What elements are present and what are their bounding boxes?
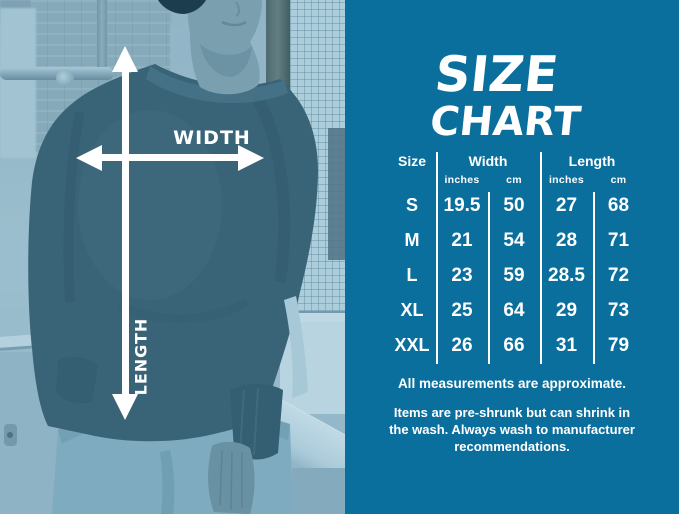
- collar: [146, 66, 288, 104]
- table-cell: 72: [607, 264, 630, 286]
- info-panel: SIZE CHART Size Width Length inches cm i…: [345, 0, 679, 514]
- finger-line: [219, 449, 223, 506]
- table-cell: 28: [555, 229, 578, 251]
- table-cell-size: XXL: [394, 335, 430, 355]
- table-cell: 50: [503, 194, 525, 216]
- left-cuff: [56, 356, 98, 404]
- table-cell: 31: [555, 334, 578, 356]
- duotone-tint-overlay: [0, 0, 345, 514]
- title-line-2: CHART: [427, 99, 583, 145]
- wall-fitting: [4, 424, 17, 446]
- size-table: Size Width Length inches cm inches cm S …: [388, 150, 644, 366]
- window-frame-bar: [328, 128, 345, 260]
- table-cell: 29: [555, 299, 578, 321]
- col-header-size: Size: [397, 153, 426, 169]
- width-label: WIDTH: [173, 127, 251, 149]
- col-header-width: Width: [468, 153, 508, 169]
- note-care-line: recommendations.: [454, 439, 570, 454]
- jeans-seam: [160, 450, 175, 514]
- vertical-conduit: [97, 0, 107, 76]
- table-cell: 79: [607, 334, 630, 356]
- length-arrow: [122, 70, 129, 396]
- table-cell-size: M: [404, 230, 420, 250]
- page-title: SIZE CHART: [427, 46, 588, 145]
- width-arrowhead-right-icon: [238, 145, 264, 171]
- note-care-line: the wash. Always wash to manufacturer: [389, 422, 635, 437]
- sweatshirt-fold: [116, 298, 249, 323]
- width-arrowhead-left-icon: [76, 145, 102, 171]
- length-label: LENGTH: [131, 317, 151, 396]
- window-sill: [282, 311, 345, 322]
- col-header-length: Length: [568, 153, 616, 169]
- nose-shadow: [235, 1, 240, 17]
- table-cell: 68: [607, 194, 630, 216]
- table-cell: 73: [607, 299, 630, 321]
- length-arrowhead-up-icon: [112, 46, 138, 72]
- bottom-right-wall: [292, 468, 345, 514]
- width-arrow: [100, 154, 240, 161]
- note-approximate: All measurements are approximate.: [397, 376, 627, 391]
- cuff-rib: [239, 389, 245, 453]
- table-cell: 66: [503, 334, 525, 356]
- wall-highlight: [0, 8, 36, 158]
- subheader-length-inches: inches: [548, 174, 585, 186]
- subheader-length-cm: cm: [610, 174, 627, 186]
- title-line-1: SIZE: [432, 46, 561, 103]
- chin-shadow: [200, 44, 252, 77]
- table-cell: 64: [503, 299, 525, 321]
- table-cell: 21: [451, 229, 473, 251]
- finger-line: [230, 451, 233, 511]
- table-cell: 28.5: [548, 264, 585, 286]
- sweatshirt-fold: [63, 111, 85, 303]
- table-divider: [593, 192, 595, 364]
- sweatshirt-fold: [251, 94, 291, 283]
- table-cell: 54: [503, 229, 525, 251]
- length-arrowhead-down-icon: [112, 394, 138, 420]
- table-cell: 25: [451, 299, 473, 321]
- table-cell: 19.5: [443, 194, 481, 216]
- background-gap: [284, 296, 308, 398]
- table-cell: 71: [607, 229, 630, 251]
- cuff-rib: [253, 387, 259, 456]
- table-divider: [540, 152, 542, 364]
- product-photo: WIDTH LENGTH: [0, 0, 345, 514]
- table-cell: 59: [503, 264, 525, 286]
- table-cell: 27: [555, 194, 578, 216]
- table-divider: [436, 152, 438, 364]
- table-cell: 23: [451, 264, 473, 286]
- subheader-width-inches: inches: [444, 174, 480, 186]
- note-care: Items are pre-shrunk but can shrink in t…: [367, 404, 657, 455]
- subheader-width-cm: cm: [506, 174, 522, 186]
- table-cell-size: S: [405, 195, 418, 215]
- table-cell-size: XL: [400, 300, 424, 320]
- hair: [158, 0, 206, 14]
- note-care-line: Items are pre-shrunk but can shrink in: [393, 405, 631, 420]
- table-cell: 26: [451, 334, 473, 356]
- table-divider: [488, 192, 490, 364]
- pipe-joint: [56, 70, 74, 86]
- table-cell-size: L: [406, 265, 418, 285]
- lips: [221, 20, 247, 27]
